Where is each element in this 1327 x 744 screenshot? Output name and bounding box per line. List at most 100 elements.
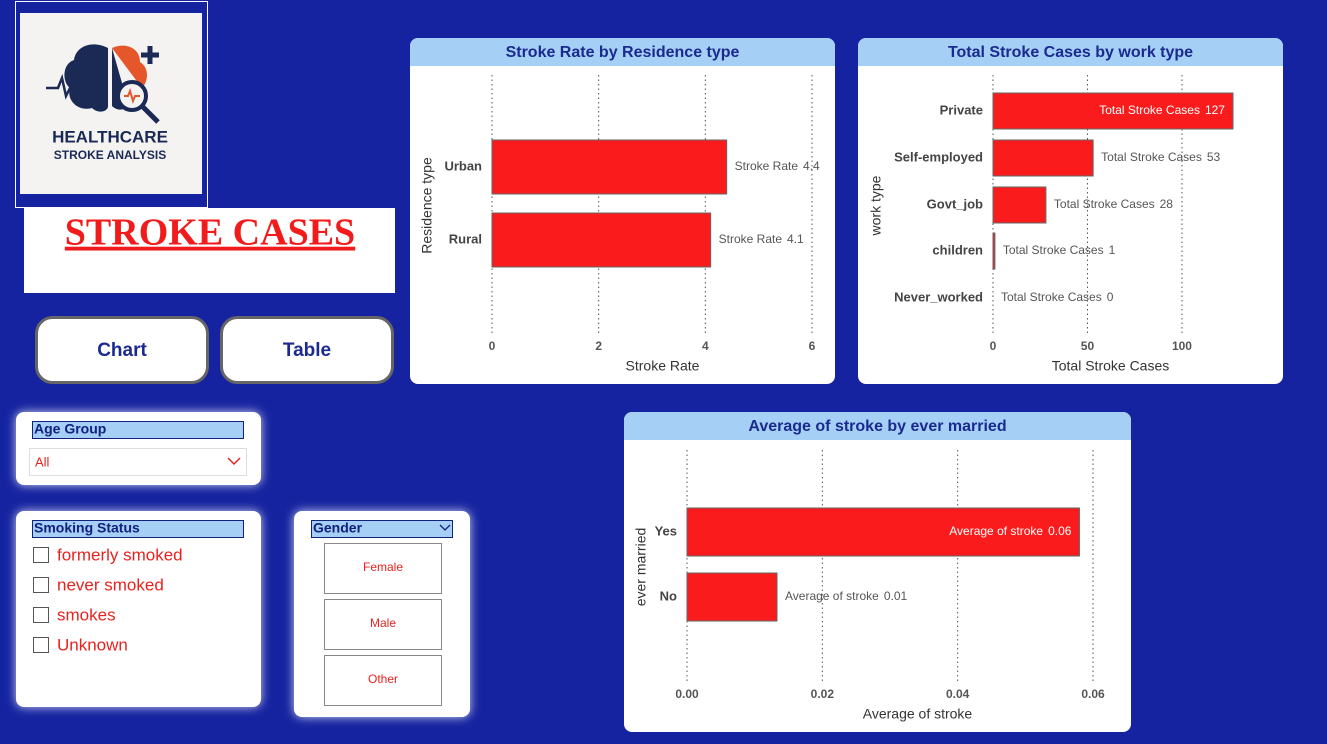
dropdown-chevron[interactable] [227,457,241,466]
logo-frame [15,1,208,208]
data-label: Total Stroke Cases 127 [1099,103,1225,117]
data-label: Total Stroke Cases 28 [1054,197,1173,211]
chart-title: Average of stroke by ever married [748,418,1006,435]
bar [992,186,1047,224]
data-label-name: Average of stroke [949,524,1043,538]
data-label: Average of stroke 0.06 [949,524,1072,538]
age-selected[interactable]: All [35,454,50,469]
data-label: Total Stroke Cases 1 [1003,243,1116,257]
x-tick-label: 100 [1172,339,1192,353]
x-axis-label: Stroke Rate [626,358,700,374]
slicer-option[interactable]: formerly smoked [57,545,183,564]
bar [491,139,728,195]
logo-bg [20,13,202,194]
x-tick-label: 0.02 [811,687,835,701]
slicer-option[interactable]: never smoked [57,575,164,594]
bar [686,507,1080,557]
logo-line2: STROKE ANALYSIS [54,148,166,162]
data-label-name: Stroke Rate [719,232,783,246]
chart-header [410,50,835,66]
chart-title: Total Stroke Cases by work type [948,44,1193,61]
checkbox[interactable] [33,607,49,623]
x-tick-label: 0.04 [946,687,970,701]
checkbox[interactable] [33,637,49,653]
bar [992,232,996,270]
x-axis-label: Average of stroke [863,706,973,722]
logo-icon [46,44,160,124]
x-axis-label: Total Stroke Cases [1052,358,1170,374]
x-tick-label: 0 [990,339,997,353]
chart-button[interactable] [35,316,209,384]
data-label-value: 4.4 [803,159,820,173]
data-label: Total Stroke Cases 53 [1101,150,1220,164]
logo-line1: HEALTHCARE [52,127,168,146]
gender-option[interactable] [324,599,442,650]
slicer-option[interactable]: Female [363,560,403,574]
chart-header [858,50,1283,66]
chart-panel [624,412,1131,732]
table-button-label[interactable]: Table [283,340,331,361]
data-label-name: Total Stroke Cases [1101,150,1202,164]
slicer-title: Smoking Status [34,520,140,536]
slicer-header [32,421,244,439]
data-label-value: 0.01 [884,589,908,603]
checkbox[interactable] [33,577,49,593]
y-tick-label: Self-employed [894,149,983,164]
bar [992,139,1094,177]
y-axis-label: ever married [633,528,649,607]
slicer-option[interactable]: Unknown [57,635,128,654]
checkbox[interactable] [33,547,49,563]
page-heading: STROKE CASES [65,212,355,254]
y-tick-label: No [660,588,677,603]
bar [686,572,778,622]
y-axis-label: Residence type [419,157,435,254]
data-label-value: 4.1 [787,232,804,246]
chart-header [624,424,1131,440]
data-label-value: 0.06 [1048,524,1072,538]
y-tick-label: Private [940,102,983,117]
data-label-name: Total Stroke Cases [1099,103,1200,117]
x-tick-label: 0.00 [675,687,699,701]
slicer-option[interactable]: Male [370,616,396,630]
heading-box [24,208,395,293]
data-label-name: Total Stroke Cases [1054,197,1155,211]
y-tick-label: Urban [444,158,482,173]
bar [491,212,712,268]
slicer-title: Gender [313,520,363,536]
slicer-header [311,520,453,538]
table-button[interactable] [220,316,394,384]
gender-option[interactable] [324,655,442,706]
x-tick-label: 0 [489,339,496,353]
x-tick-label: 0.06 [1081,687,1105,701]
age-dropdown[interactable] [29,448,247,476]
x-tick-label: 2 [595,339,602,353]
data-label-name: Average of stroke [785,589,879,603]
y-tick-label: Govt_job [927,196,983,211]
chart-button-label[interactable]: Chart [97,340,147,361]
slicer-header [32,520,244,538]
slicer-option[interactable]: Other [368,672,398,686]
bar [992,92,1234,130]
slicer-title: Age Group [34,421,106,437]
gender-option[interactable] [324,543,442,594]
data-label: Stroke Rate 4.1 [719,232,804,246]
slicer-option[interactable]: smokes [57,605,116,624]
chart-panel [410,38,835,384]
data-label-name: Total Stroke Cases [1003,243,1104,257]
dropdown-chevron[interactable] [439,524,451,531]
data-label: Stroke Rate 4.4 [735,159,820,173]
chart: Average of stroke by ever married 0.00 0.0… [624,412,1131,732]
data-label: Average of stroke 0.01 [785,589,908,603]
data-label-value: 0 [1107,290,1114,304]
data-label-value: 28 [1160,197,1174,211]
chart-title: Stroke Rate by Residence type [506,44,740,61]
data-label-value: 53 [1207,150,1221,164]
data-label: Total Stroke Cases 0 [1001,290,1114,304]
data-label-name: Total Stroke Cases [1001,290,1102,304]
data-label-value: 127 [1205,103,1225,117]
smoking-slicer [16,511,261,707]
y-tick-label: Yes [655,523,677,538]
